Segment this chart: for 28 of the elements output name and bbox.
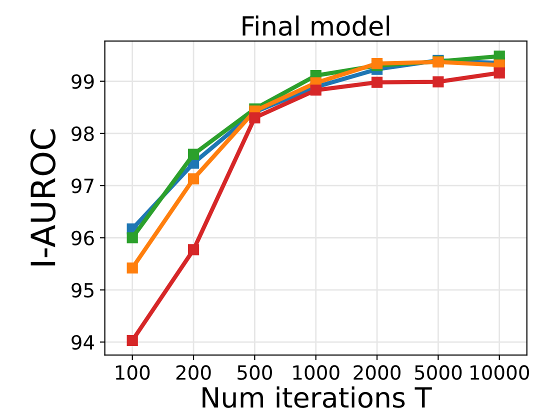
point	[371, 58, 383, 70]
point	[494, 67, 505, 78]
x-tick-label: 500	[238, 365, 272, 380]
y-tick-label: 98	[72, 126, 94, 142]
x-tick-label: 100	[116, 365, 150, 380]
point	[126, 262, 138, 274]
x-tick-label: 200	[176, 365, 211, 380]
point	[126, 334, 138, 346]
point	[432, 76, 444, 88]
x-tick-label: 5000	[414, 365, 462, 380]
y-tick-label: 97	[72, 178, 94, 194]
x-tick-label: 10000	[470, 365, 529, 380]
x-tick-label: 2000	[354, 365, 400, 380]
y-tick-label: 99	[72, 74, 94, 89]
point	[310, 84, 322, 96]
y-axis-title: I-AUROC	[30, 129, 56, 266]
point	[188, 244, 200, 256]
point	[188, 173, 200, 184]
x-axis-title: Num iterations T	[202, 386, 432, 408]
y-tick-label: 94	[72, 335, 94, 350]
point	[371, 76, 383, 88]
y-tick-label: 96	[72, 230, 94, 246]
chart-title: Final model	[242, 15, 390, 36]
point	[249, 112, 260, 124]
y-tick-label: 95	[72, 282, 94, 298]
point	[126, 232, 138, 244]
point	[188, 148, 200, 160]
x-tick-label: 1000	[293, 365, 340, 380]
